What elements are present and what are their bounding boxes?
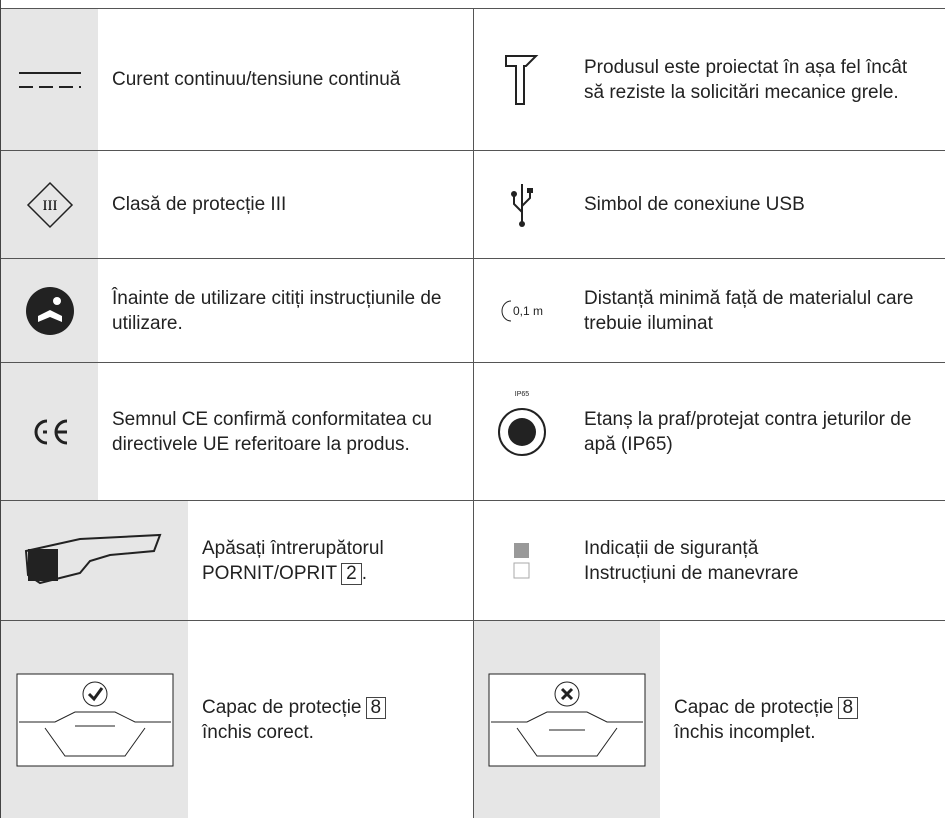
text-cell: Indicații de siguranță Instrucțiuni de ma… [570,501,945,620]
icon [18,71,81,88]
icon [24,533,161,584]
text-cell: Produsul este proiectat în așa fel încât… [570,9,945,150]
icon [25,286,74,335]
description: Capac de protecție 8 închis incomplet. [674,695,859,745]
reference-number: 2 [341,562,362,585]
icon-cell [473,501,570,620]
icon [513,542,530,578]
description-text: Simbol de conexiune USB [584,194,805,215]
icon-cell [1,501,188,620]
text-cell: Înainte de utilizare citiți instrucțiuni… [98,259,473,362]
description-text: Apăsați întrerupătorul PORNIT/OPRIT [202,537,384,584]
icon-cell [1,363,98,500]
column-divider [473,9,474,150]
description: Înainte de utilizare citiți instrucțiuni… [112,286,459,336]
icon-label: IP65 [514,391,530,398]
table-row: Curent continuu/tensiune continuă Produsu… [1,8,945,150]
description-text: Produsul este proiectat în așa fel încât… [584,56,908,103]
reference-number: 8 [365,696,387,719]
text-cell: Clasă de protecție III [98,151,473,258]
description-text: Distanță minimă față de materialul care … [584,287,914,334]
icon-cell [1,9,98,150]
icon-cell [473,151,570,258]
svg-text:III: III [42,198,57,214]
description-line: Instrucțiuni de manevrare [584,562,799,584]
description-text: Etanș la praf/protejat contra jeturilor … [584,408,912,455]
reference-number: 8 [837,696,859,719]
description: Etanș la praf/protejat contra jeturilor … [584,407,931,457]
text-cell: Apăsați întrerupătorul PORNIT/OPRIT 2. [188,501,473,620]
icon-cell: 0,1 m [473,259,570,362]
icon-cell [1,259,98,362]
icon-cell [1,621,188,818]
description: Distanță minimă față de materialul care … [584,286,931,336]
column-divider [473,151,474,258]
description-text: Înainte de utilizare citiți instrucțiuni… [112,287,442,334]
description-text: Curent continuu/tensiune continuă [112,69,401,90]
icon-label: 0,1 m [512,303,543,318]
icon [34,419,67,444]
column-divider [473,621,474,818]
description-text: Semnul CE confirmă conformitatea cu dire… [112,408,432,455]
punctuation: . [361,562,367,584]
icon-cell [473,621,660,818]
description-text: închis incomplet. [674,721,816,743]
description: Apăsați întrerupătorul PORNIT/OPRIT 2. [202,536,459,586]
table-row: Apăsați întrerupătorul PORNIT/OPRIT 2. Ind… [1,500,945,620]
description-text: Capac de protecție [202,696,362,718]
table-row: Capac de protecție 8 închis corect. Capac d… [1,620,945,818]
description: Curent continuu/tensiune continuă [112,67,400,92]
text-cell: Etanș la praf/protejat contra jeturilor … [570,363,945,500]
description-line: Indicații de siguranță [584,537,759,559]
icon [501,300,512,321]
icon [511,183,533,227]
description: Indicații de siguranță Instrucțiuni de ma… [584,536,798,586]
table-row: Semnul CE confirmă conformitatea cu dire… [1,362,945,500]
text-cell: Capac de protecție 8 închis incomplet. [660,621,945,818]
text-cell: Semnul CE confirmă conformitatea cu dire… [98,363,473,500]
table-row: Înainte de utilizare citiți instrucțiuni… [1,258,945,362]
description: Capac de protecție 8 închis corect. [202,695,387,745]
icon [488,673,646,766]
description-text: închis corect. [202,721,314,743]
description: Semnul CE confirmă conformitatea cu dire… [112,407,459,457]
text-cell: Capac de protecție 8 închis corect. [188,621,473,818]
icon [498,407,546,456]
icon-cell: IP65 [473,363,570,500]
icon [505,54,539,105]
text-cell: Distanță minimă față de materialul care … [570,259,945,362]
column-divider [473,501,474,620]
column-divider [473,259,474,362]
icon-cell [473,9,570,150]
description-text: Capac de protecție [674,696,834,718]
column-divider [473,363,474,500]
icon: III [26,181,73,228]
description: Produsul este proiectat în așa fel încât… [584,55,931,105]
description: Clasă de protecție III [112,192,286,217]
description-text: Clasă de protecție III [112,194,287,215]
table-row: III Clasă de protecție III Simbol de conex… [1,150,945,258]
icon [16,673,173,766]
icon-cell: III [1,151,98,258]
description: Simbol de conexiune USB [584,192,805,217]
text-cell: Simbol de conexiune USB [570,151,945,258]
text-cell: Curent continuu/tensiune continuă [98,9,473,150]
